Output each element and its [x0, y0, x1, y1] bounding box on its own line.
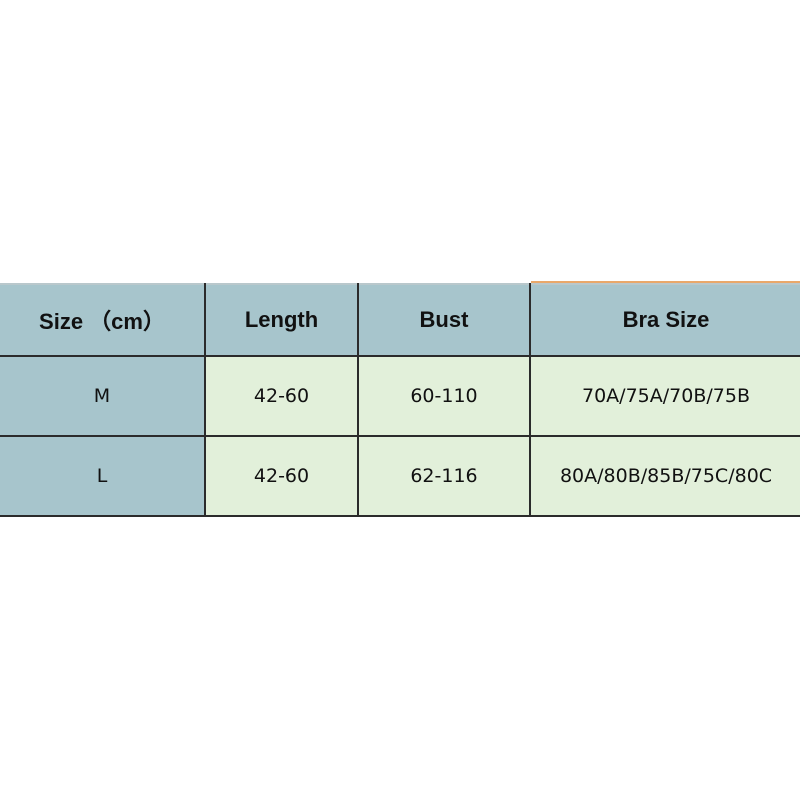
table-cell: 60-110 — [357, 355, 531, 437]
size-table: Size （cm） Length Bust Bra Size M 42-60 6… — [0, 283, 800, 517]
header-row: Size （cm） Length Bust Bra Size — [0, 283, 800, 357]
header-cell: Bust — [357, 283, 531, 357]
table-cell: 42-60 — [204, 435, 359, 517]
table-cell: 42-60 — [204, 355, 359, 437]
table-row: M 42-60 60-110 70A/75A/70B/75B — [0, 355, 800, 437]
table-cell: 80A/80B/85B/75C/80C — [529, 435, 800, 517]
header-cell: Bra Size — [529, 283, 800, 357]
header-cell: Size （cm） — [0, 283, 206, 357]
header-cell: Length — [204, 283, 359, 357]
table-row: L 42-60 62-116 80A/80B/85B/75C/80C — [0, 435, 800, 517]
accent-line — [531, 281, 800, 283]
size-cell: L — [0, 435, 206, 517]
table-cell: 70A/75A/70B/75B — [529, 355, 800, 437]
table-cell: 62-116 — [357, 435, 531, 517]
size-cell: M — [0, 355, 206, 437]
